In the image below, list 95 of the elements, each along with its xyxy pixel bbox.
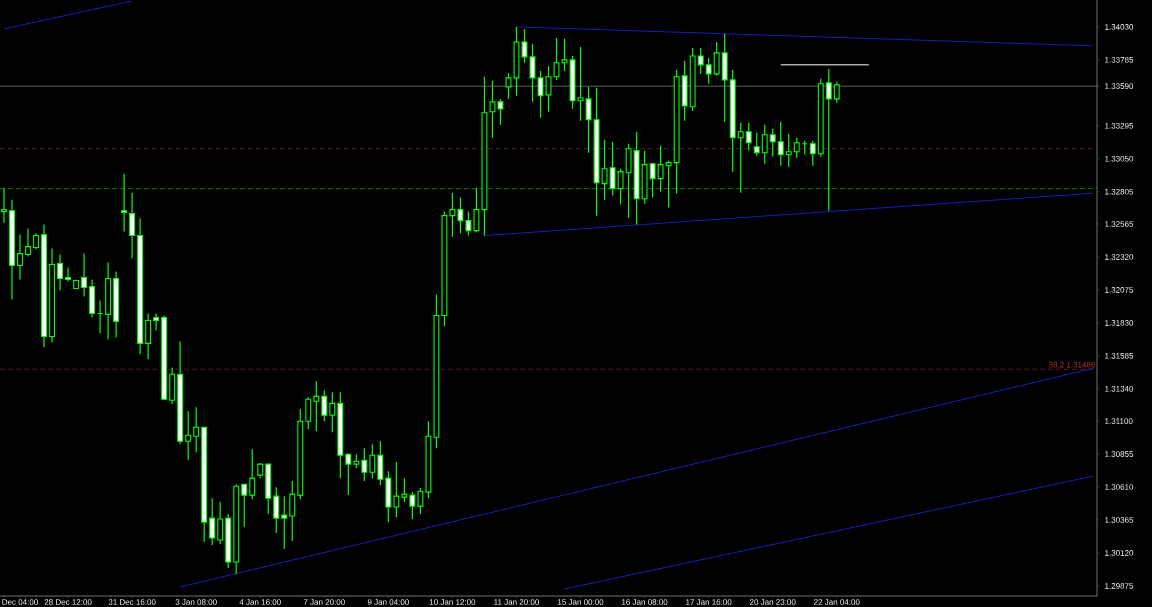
y-tick-label: 1.29875 [1105, 583, 1134, 589]
candlestick [41, 223, 47, 348]
y-tick-label: 1.32805 [1105, 188, 1134, 195]
candlestick [129, 192, 136, 260]
candlestick [457, 197, 464, 235]
x-tick-label: 9 Jan 04:00 [367, 599, 409, 605]
candlestick [193, 406, 200, 453]
y-tick-label: 1.30610 [1105, 484, 1134, 490]
candlestick [217, 501, 224, 545]
candlestick [137, 218, 144, 355]
candlestick [633, 131, 640, 226]
candlestick [145, 312, 152, 360]
candlestick [313, 380, 320, 432]
candlestick [201, 426, 208, 543]
candlestick [481, 76, 488, 237]
candlestick [785, 133, 792, 168]
candlestick [65, 266, 72, 283]
x-tick-label: 4 Jan 16:00 [239, 599, 281, 605]
candlestick [433, 293, 440, 449]
candlestick [377, 440, 384, 486]
candlestick [729, 69, 736, 173]
candlestick [25, 227, 31, 258]
x-tick-label: 10 Jan 12:00 [429, 599, 476, 605]
candlestick [289, 480, 296, 542]
candlestick [681, 60, 688, 122]
x-tick-label: Dec 04:00 [2, 599, 38, 605]
candlestick [185, 410, 192, 461]
candlestick [425, 420, 432, 499]
candlestick [665, 160, 672, 209]
candlestick [737, 122, 744, 194]
candlestick [17, 234, 23, 281]
candlestick [673, 69, 680, 195]
candlestick [769, 128, 776, 158]
candlestick [777, 121, 784, 167]
candlestick [49, 248, 56, 343]
candlestick [105, 261, 112, 341]
candlestick [345, 453, 352, 496]
y-tick-label: 1.30365 [1105, 517, 1134, 523]
candlestick [641, 150, 648, 205]
candlestick [33, 232, 39, 251]
candlestick [601, 139, 608, 201]
candlestick [249, 448, 256, 500]
y-tick-label: 1.31585 [1105, 353, 1134, 359]
y-tick-label: 1.31830 [1105, 320, 1134, 326]
candlestick [657, 145, 664, 193]
x-tick-label: 7 Jan 20:00 [303, 599, 345, 605]
candlestick [617, 168, 624, 206]
y-tick-label: 1.33590 [1105, 83, 1134, 89]
y-tick-label: 1.33295 [1105, 122, 1134, 129]
candlestick [281, 495, 288, 550]
y-tick-label: 1.32075 [1105, 287, 1134, 293]
x-tick-label: 3 Jan 08:00 [175, 599, 217, 605]
candlestick [721, 33, 728, 123]
candlestick [273, 486, 280, 534]
x-tick-label: 11 Jan 20:00 [494, 599, 539, 605]
candlestick [825, 68, 832, 212]
candlestick [761, 124, 768, 165]
candlestick [361, 447, 368, 482]
x-tick-label: 15 Jan 00:00 [558, 599, 604, 605]
candlestick [177, 340, 184, 445]
y-tick-label: 1.33050 [1105, 155, 1134, 162]
candlestick [209, 497, 216, 546]
x-tick-label: 31 Dec 16:00 [108, 599, 156, 605]
x-tick-label: 17 Jan 16:00 [686, 599, 732, 605]
candlestick [337, 391, 344, 479]
candlestick [609, 141, 616, 197]
y-tick-label: 1.31340 [1105, 385, 1134, 392]
x-tick-label: 22 Jan 04:00 [814, 599, 860, 605]
candlestick [401, 477, 408, 503]
candlestick [241, 483, 248, 528]
candlestick [81, 252, 88, 298]
candlestick [89, 278, 96, 319]
candlestick [473, 187, 480, 234]
ref-line-label: 38.2 1.31486 [1048, 361, 1095, 368]
candlestick [57, 253, 64, 292]
y-tick-label: 1.30120 [1105, 550, 1134, 556]
candlestick [449, 192, 456, 238]
y-tick-label: 1.31100 [1105, 418, 1133, 424]
candlestick [121, 173, 128, 233]
x-tick-label: 20 Jan 23:00 [749, 599, 796, 605]
y-tick-label: 1.33785 [1105, 57, 1134, 63]
candlestick [393, 461, 400, 518]
x-tick-label: 16 Jan 08:00 [622, 599, 668, 605]
y-tick-label: 1.32320 [1105, 254, 1134, 260]
candlestick [113, 270, 120, 339]
y-tick-label: 1.30855 [1105, 451, 1134, 457]
candlestick [385, 470, 392, 523]
y-tick-label: 1.32565 [1105, 221, 1134, 227]
y-tick-label: 1.34030 [1105, 24, 1134, 30]
candlestick [625, 143, 632, 219]
candlestick [593, 87, 600, 217]
x-tick-label: 28 Dec 12:00 [44, 599, 92, 605]
candlestick [649, 163, 656, 199]
candlestick [9, 199, 15, 301]
candlestick [329, 391, 336, 433]
